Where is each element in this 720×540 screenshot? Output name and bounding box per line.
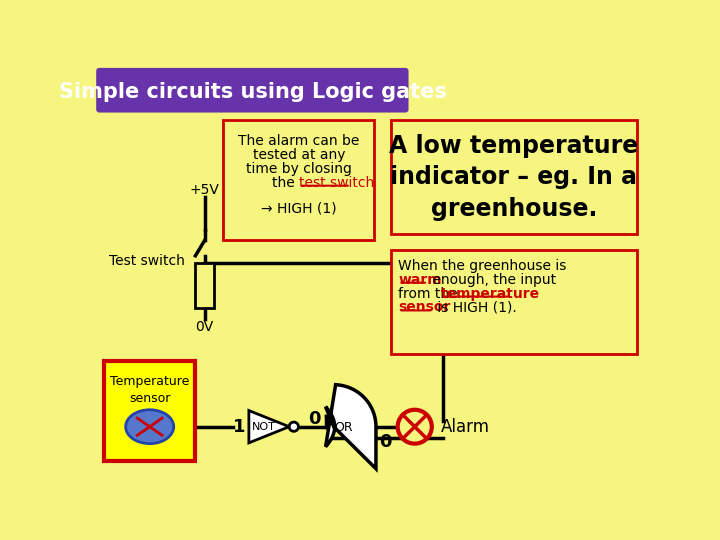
Text: sensor: sensor bbox=[398, 300, 451, 314]
Polygon shape bbox=[249, 410, 289, 443]
Text: from the: from the bbox=[398, 287, 462, 301]
Text: 0V: 0V bbox=[196, 320, 214, 334]
Ellipse shape bbox=[126, 410, 174, 444]
Text: The alarm can be: The alarm can be bbox=[238, 134, 359, 148]
Text: the: the bbox=[271, 176, 299, 190]
Text: OR: OR bbox=[334, 421, 353, 434]
Text: Test switch: Test switch bbox=[109, 254, 185, 268]
Text: 0: 0 bbox=[307, 410, 320, 428]
Bar bbox=[391, 120, 637, 234]
Text: +5V: +5V bbox=[190, 183, 220, 197]
Bar bbox=[104, 361, 195, 461]
Text: NOT: NOT bbox=[252, 422, 276, 433]
Polygon shape bbox=[325, 384, 376, 469]
Circle shape bbox=[397, 410, 432, 444]
Text: warm: warm bbox=[398, 273, 442, 287]
Bar bbox=[223, 120, 374, 240]
Text: 1: 1 bbox=[233, 418, 245, 436]
Text: temperature: temperature bbox=[441, 287, 540, 301]
Text: Alarm: Alarm bbox=[441, 418, 490, 436]
Text: 0: 0 bbox=[379, 433, 392, 451]
Text: Temperature
sensor: Temperature sensor bbox=[110, 375, 189, 405]
Text: A low temperature
indicator – eg. In a
greenhouse.: A low temperature indicator – eg. In a g… bbox=[390, 133, 639, 221]
Text: time by closing: time by closing bbox=[246, 162, 352, 176]
Bar bbox=[391, 249, 637, 354]
FancyBboxPatch shape bbox=[96, 68, 408, 112]
Text: enough, the input: enough, the input bbox=[428, 273, 556, 287]
Bar bbox=[195, 264, 214, 308]
Text: tested at any: tested at any bbox=[253, 148, 345, 162]
Text: Simple circuits using Logic gates: Simple circuits using Logic gates bbox=[59, 82, 446, 102]
Text: test switch: test switch bbox=[299, 176, 374, 190]
Circle shape bbox=[289, 422, 299, 431]
Text: When the greenhouse is: When the greenhouse is bbox=[398, 259, 567, 273]
Text: → HIGH (1): → HIGH (1) bbox=[261, 202, 337, 216]
Text: is HIGH (1).: is HIGH (1). bbox=[433, 300, 517, 314]
